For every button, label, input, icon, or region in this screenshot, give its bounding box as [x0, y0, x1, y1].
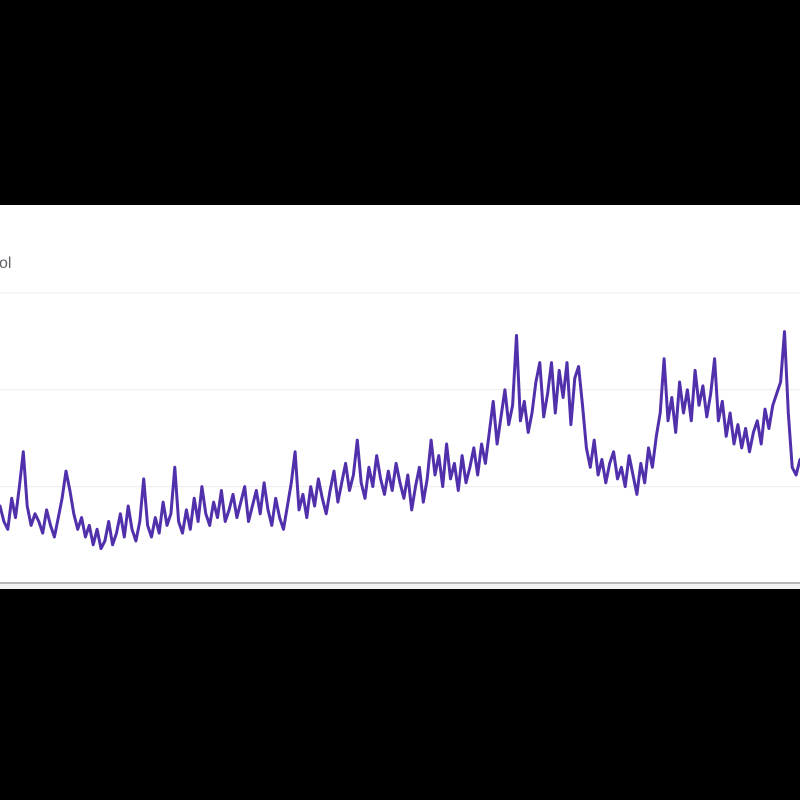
- trend-line-chart[interactable]: [0, 205, 800, 582]
- top-letterbox: [0, 0, 800, 205]
- x-axis-line: [0, 582, 800, 584]
- bottom-letterbox: [0, 589, 800, 800]
- series-label-partial: ol: [0, 255, 12, 272]
- trend-series-line: [0, 330, 800, 551]
- panel-footer-strip: [0, 584, 800, 589]
- chart-panel: ol: [0, 205, 800, 582]
